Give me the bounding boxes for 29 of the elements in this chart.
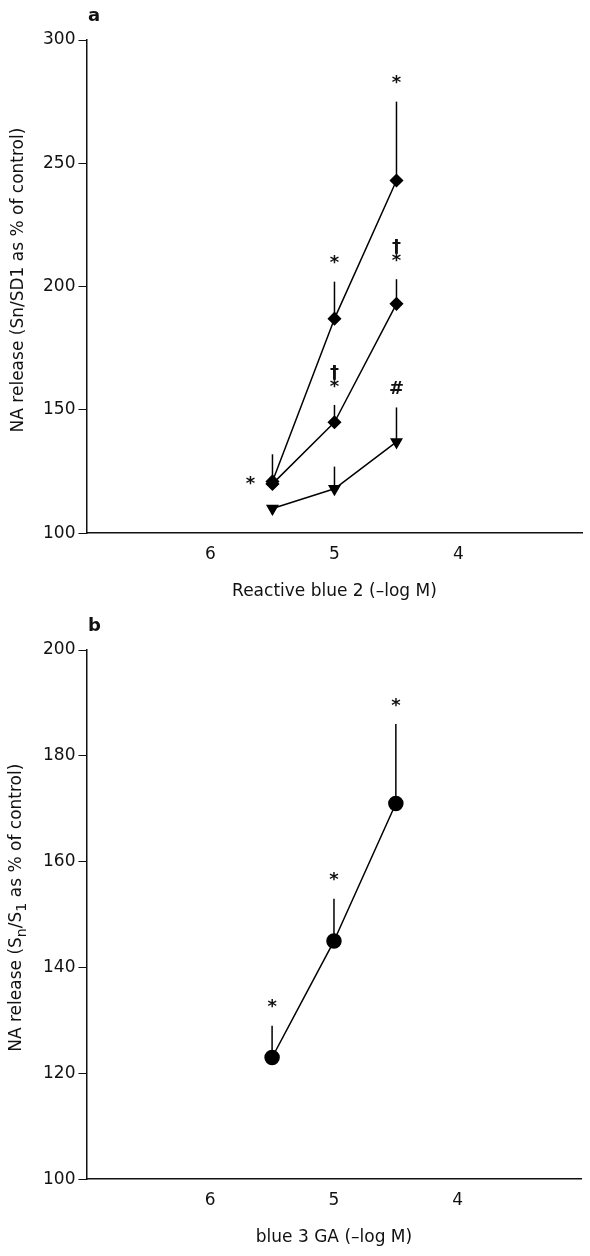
annotation: # — [388, 377, 405, 399]
x-axis-title: Reactive blue 2 (–log M) — [232, 580, 437, 601]
annotation: * — [329, 868, 340, 890]
x-tick-label: 5 — [329, 542, 340, 563]
y-tick-label: 100 — [42, 1167, 76, 1188]
text: a — [88, 4, 101, 25]
x-tick-label: 6 — [204, 1188, 216, 1209]
x-tick-label: 6 — [205, 542, 216, 563]
annotation: * — [391, 71, 402, 93]
y-tick-label: 200 — [42, 638, 76, 659]
y-tick-label: 140 — [42, 955, 76, 976]
annotation: * — [267, 995, 278, 1017]
text: b — [88, 614, 101, 635]
annotation: * — [245, 471, 256, 493]
y-tick-label: 200 — [42, 275, 76, 296]
y-tick-label: 180 — [42, 744, 76, 765]
y-tick-label: 120 — [42, 1061, 76, 1082]
y-tick-label: 160 — [42, 850, 76, 871]
x-tick-label: 4 — [452, 1188, 464, 1209]
annotation: * — [329, 251, 340, 273]
y-tick-label: 300 — [42, 28, 76, 49]
x-tick-label: 4 — [453, 542, 464, 563]
y-tick-label: 250 — [42, 151, 76, 172]
annotation: * — [391, 693, 402, 715]
y-tick-label: 150 — [42, 398, 76, 419]
y-tick-label: 100 — [42, 521, 76, 542]
x-axis-title: blue 3 GA (–log M) — [255, 1226, 413, 1247]
x-tick-label: 5 — [328, 1188, 340, 1209]
y-axis-title: NA release (Sn/SD1 as % of control) — [7, 127, 28, 433]
